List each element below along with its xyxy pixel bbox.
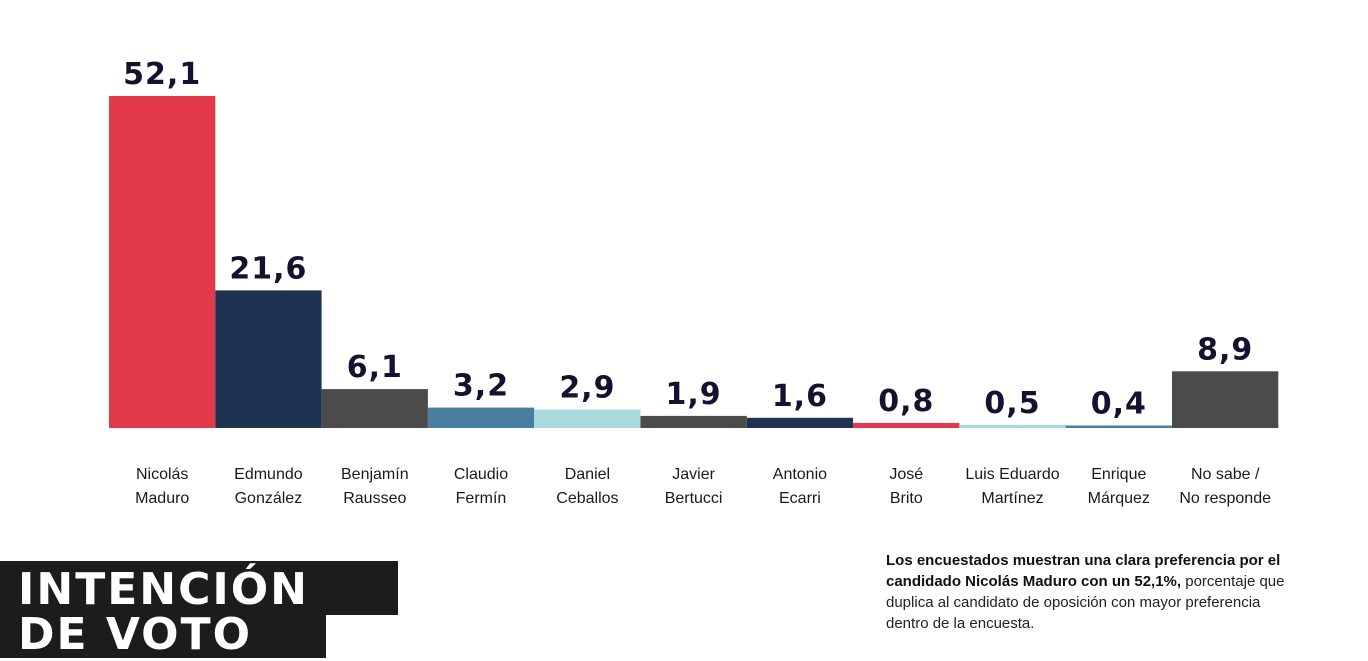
category-label-6-line-0: Antonio [773,466,827,483]
bar-5 [640,415,747,428]
category-label-4-line-0: Daniel [565,466,610,483]
bar-10 [1172,371,1279,428]
value-label-8: 0,5 [984,386,1040,421]
category-label-8-line-1: Martínez [981,490,1043,507]
value-label-3: 3,2 [453,369,509,404]
value-labels-group: 52,1 21,6 6,1 3,2 2,9 1,9 1,6 0,8 0,5 0,4 8,9 [123,57,1253,422]
bar-3 [427,407,535,428]
value-label-7: 0,8 [878,384,934,419]
category-label-0-line-1: Maduro [135,490,189,507]
category-label-2-line-0: Benjamín [341,466,409,483]
category-label-3-line-0: Claudio [454,466,508,483]
value-label-9: 0,4 [1091,387,1147,422]
category-label-1-line-0: Edmundo [234,466,303,483]
value-label-10: 8,9 [1197,332,1253,367]
value-label-4: 2,9 [559,371,615,406]
category-label-4-line-1: Ceballos [556,490,618,507]
bar-7 [853,422,960,428]
bar-chart: 52,1 21,6 6,1 3,2 2,9 1,9 1,6 0,8 0,5 0,4 8,9 Nico… [109,57,1279,507]
chart-note: Los encuestados muestran una clara prefe… [886,550,1306,634]
bar-6 [746,417,854,428]
category-label-1-line-1: González [235,490,303,507]
category-label-10-line-1: No responde [1179,490,1271,507]
category-label-0-line-0: Nicolás [136,466,188,483]
category-label-5-line-0: Javier [672,466,715,483]
title-line-1: INTENCIÓN [0,561,398,615]
bars-group [109,96,1279,428]
note-regular-text: porcentaje que duplica al candidato de o… [886,573,1285,632]
value-label-6: 1,6 [772,379,828,414]
bar-2 [321,389,428,428]
note-bold-text: Los encuestados muestran una clara prefe… [886,552,1281,590]
bar-4 [534,409,641,428]
category-label-7-line-0: José [889,466,923,483]
category-label-8-line-0: Luis Eduardo [965,466,1059,483]
category-label-5-line-1: Bertucci [665,490,723,507]
value-label-2: 6,1 [347,350,403,385]
value-label-1: 21,6 [229,251,307,286]
category-labels-group: Nicolás Maduro Edmundo González Benjamín Raus… [135,466,1271,507]
title-line-2: DE VOTO [0,612,326,658]
category-label-9-line-1: Márquez [1088,490,1150,507]
category-label-3-line-1: Fermín [456,490,507,507]
category-label-7-line-1: Brito [890,490,923,507]
bar-8 [959,424,1066,428]
category-label-6-line-1: Ecarri [779,490,821,507]
bar-1 [215,290,322,428]
category-label-9-line-0: Enrique [1091,466,1146,483]
bar-9 [1065,425,1172,428]
value-label-5: 1,9 [666,377,722,412]
category-label-2-line-1: Rausseo [343,490,406,507]
category-label-10-line-0: No sabe / [1191,466,1260,483]
value-label-0: 52,1 [123,57,201,92]
bar-0 [109,96,216,428]
